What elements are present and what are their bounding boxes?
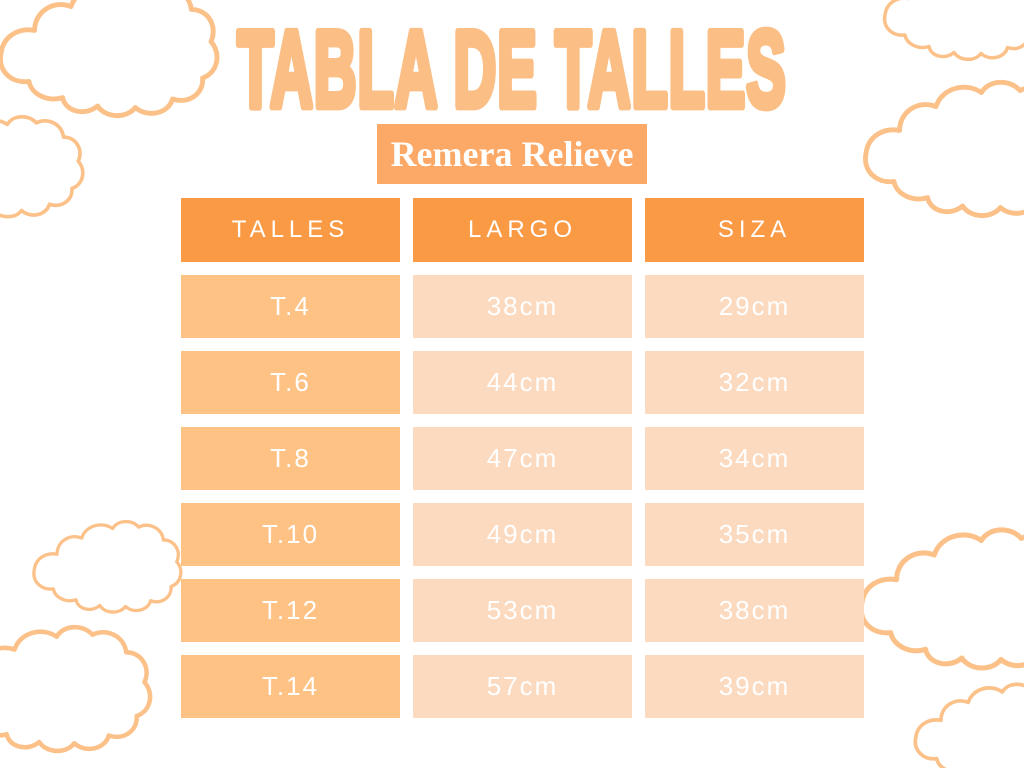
svg-text:TABLA DE TALLES: TABLA DE TALLES bbox=[237, 8, 786, 130]
